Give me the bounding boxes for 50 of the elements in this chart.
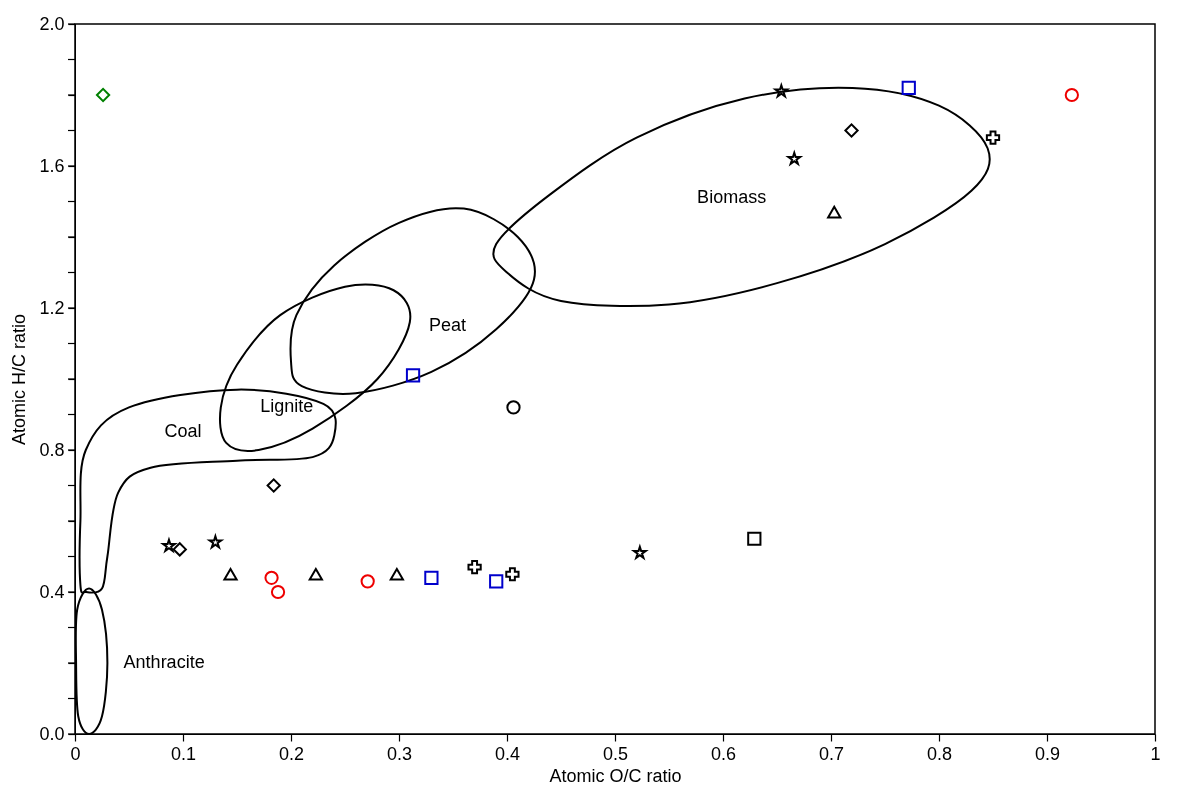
point (489, 574, 504, 589)
point (985, 130, 1001, 145)
x-tick-label: 0.7 (818, 743, 845, 764)
point (405, 368, 421, 383)
y-tick-label: 0.8 (39, 439, 65, 460)
point (264, 570, 279, 585)
point (206, 533, 225, 550)
point (160, 536, 178, 554)
point (747, 531, 762, 546)
point (95, 87, 111, 103)
point (505, 567, 520, 582)
point (223, 567, 238, 581)
point (360, 574, 375, 589)
y-tick-label: 1.2 (39, 297, 65, 318)
y-tick-label: 1.6 (39, 155, 65, 176)
point (901, 80, 916, 96)
x-tick-label: 0.8 (926, 743, 953, 764)
point (424, 570, 439, 585)
point (308, 567, 323, 581)
point (827, 205, 842, 219)
point (631, 543, 649, 561)
x-tick-label: 1 (1150, 743, 1161, 764)
x-axis-title: Atomic O/C ratio (549, 765, 682, 786)
x-tick-label: 0.3 (386, 743, 413, 764)
point (172, 542, 187, 557)
point (506, 400, 521, 415)
x-tick-label: 0.4 (494, 743, 521, 764)
point (270, 584, 286, 600)
point (389, 567, 404, 581)
point (844, 123, 859, 138)
x-tick-label: 0.5 (602, 743, 629, 764)
y-tick-label: 2.0 (39, 13, 65, 34)
x-tick-label: 0.2 (278, 743, 305, 764)
x-tick-label: 0.9 (1034, 743, 1061, 764)
x-tick-label: 0 (70, 743, 81, 764)
annotation: Anthracite (123, 652, 205, 672)
annotation: Coal (164, 421, 202, 442)
point (266, 478, 281, 493)
point (785, 149, 803, 167)
y-tick-label: 0.0 (39, 723, 65, 744)
annotation: Biomass (697, 186, 767, 207)
x-tick-label: 0.6 (710, 743, 737, 764)
point (1064, 87, 1079, 103)
x-tick-label: 0.1 (170, 743, 197, 764)
point (774, 84, 789, 98)
annotation: Peat (429, 314, 467, 335)
y-axis-title: Atomic H/C ratio (9, 313, 30, 446)
annotation: Lignite (260, 396, 314, 417)
y-tick-label: 0.4 (39, 581, 65, 602)
point (467, 560, 482, 575)
